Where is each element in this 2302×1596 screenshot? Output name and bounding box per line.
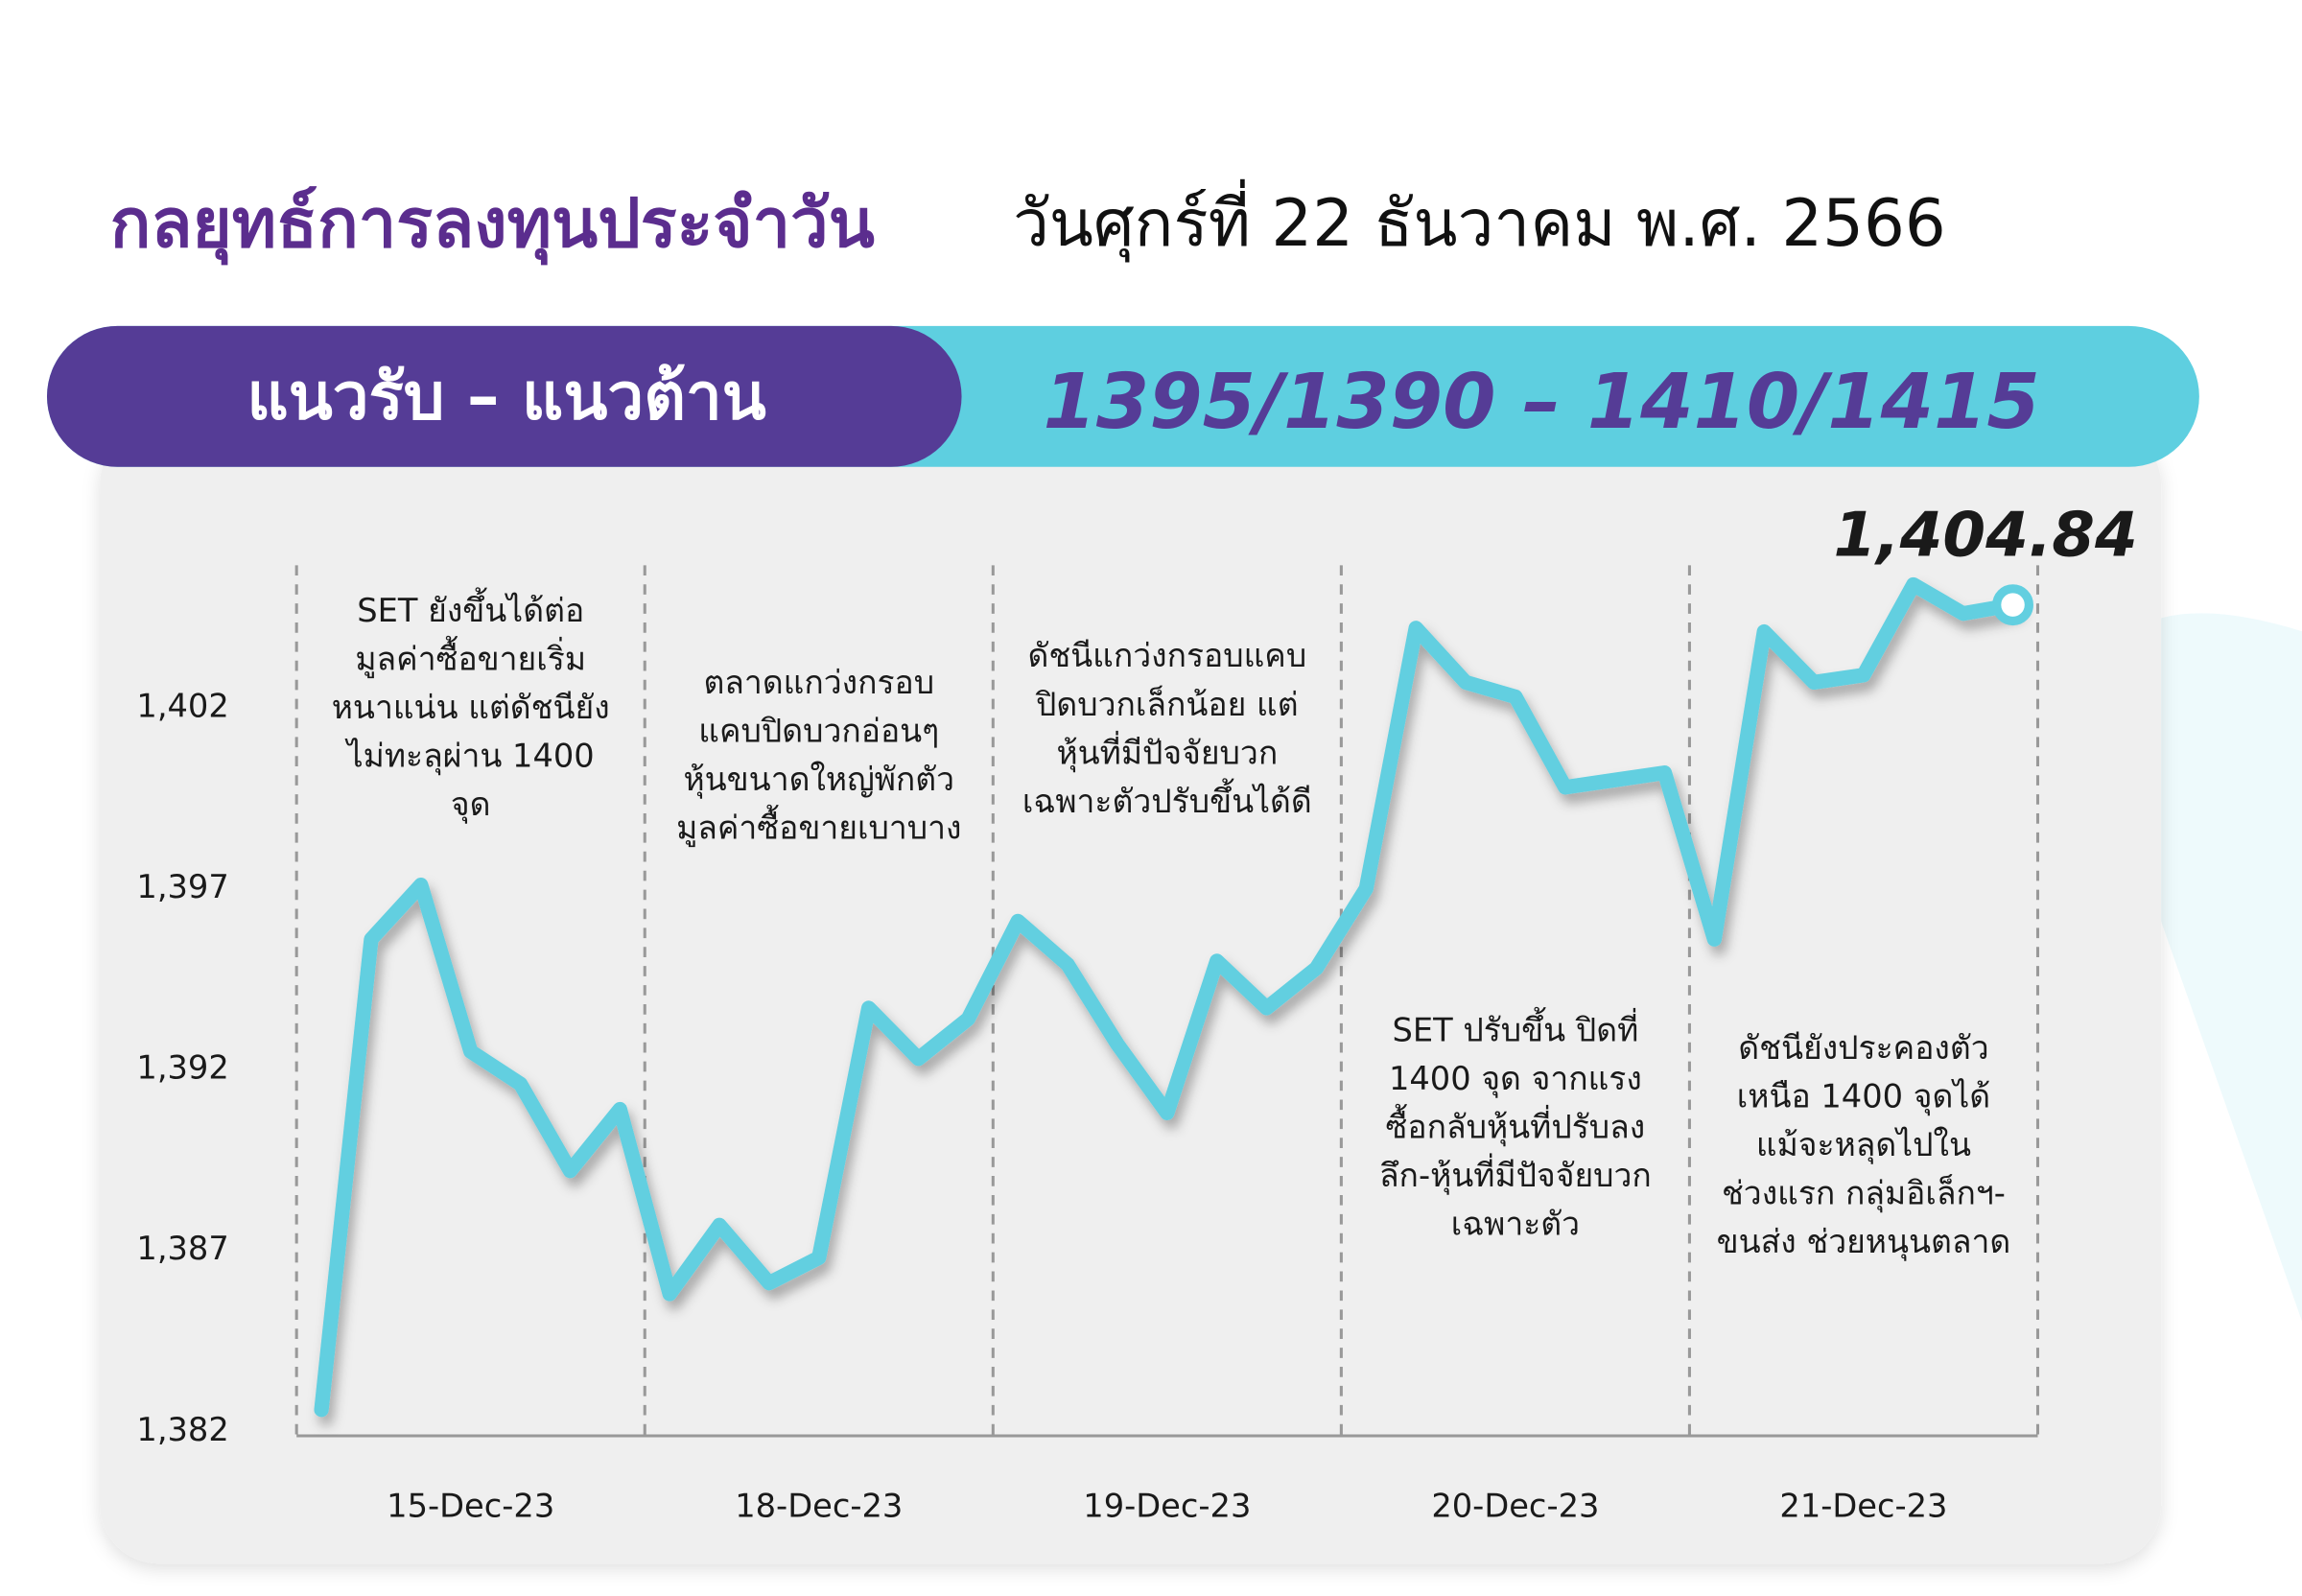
annotation: เฉพาะตัวปรับขึ้นได้ดี (1022, 778, 1312, 820)
line-series (314, 576, 2021, 1418)
annotation: ลึก-หุ้นที่มีปัจจัยบวก (1379, 1153, 1652, 1195)
subtitle: วันศุกร์ที่ 22 ธันวาคม พ.ศ. 2566 (1013, 178, 1946, 263)
title: กลยุทธ์การลงทุนประจำวัน (110, 184, 875, 266)
chart-panel (100, 425, 2162, 1564)
annotation: ปิดบวกเล็กน้อย แต่ (1035, 685, 1298, 723)
annotation: หนาแน่น แต่ดัชนียัง (332, 689, 610, 726)
x-tick-label: 20-Dec-23 (1431, 1487, 1599, 1524)
annotation: ดัชนีแกว่งกรอบแคบ (1027, 637, 1306, 674)
annotation: เหนือ 1400 จุดได้ (1737, 1077, 1990, 1115)
annotation: ตลาดแกว่งกรอบ (703, 664, 934, 701)
annotation: แคบปิดบวกอ่อนๆ (698, 712, 939, 749)
annotation: มูลค่าซื้อขายเบาบาง (676, 804, 961, 847)
x-tick-label: 18-Dec-23 (735, 1487, 903, 1524)
banner-levels: 1395/1390 – 1410/1415 (1044, 357, 2040, 446)
y-tick-label: 1,387 (136, 1230, 228, 1267)
annotation: ขนส่ง ช่วยหนุนตลาด (1717, 1223, 2011, 1261)
value-label: 1,404.84 (1834, 499, 2138, 571)
x-tick-label: 15-Dec-23 (387, 1487, 554, 1524)
annotation: แม้จะหลุดไปใน (1756, 1126, 1971, 1164)
annotation: SET ยังขึ้นได้ต่อ (357, 587, 584, 629)
annotation: 1400 จุด จากแรง (1389, 1060, 1642, 1098)
x-tick-label: 19-Dec-23 (1083, 1487, 1251, 1524)
y-tick-label: 1,397 (136, 868, 228, 905)
annotation: หุ้นที่มีปัจจัยบวก (1056, 730, 1278, 772)
annotation: เฉพาะตัว (1451, 1206, 1580, 1243)
annotation: ไม่ทะลุผ่าน 1400 (344, 737, 595, 775)
annotation: จุด (451, 786, 491, 824)
y-tick-label: 1,382 (136, 1411, 228, 1448)
annotation: SET ปรับขึ้น ปิดที่ (1392, 1007, 1638, 1049)
x-tick-label: 21-Dec-23 (1779, 1487, 1947, 1524)
annotation: ดัชนียังประคองตัว (1738, 1029, 1988, 1067)
annotation: หุ้นขนาดใหญ่พักตัว (683, 761, 954, 799)
banner-label: แนวรับ – แนวต้าน (247, 358, 765, 434)
end-marker (1992, 584, 2033, 626)
y-tick-label: 1,402 (136, 687, 228, 724)
annotation: ซื้อกลับหุ้นที่ปรับลง (1386, 1104, 1646, 1147)
annotation: มูลค่าซื้อขายเริ่ม (355, 635, 586, 678)
y-tick-label: 1,392 (136, 1049, 228, 1087)
banner-label-bg (46, 325, 962, 467)
annotation: ช่วงแรก กลุ่มอิเล็กฯ- (1722, 1173, 2006, 1212)
